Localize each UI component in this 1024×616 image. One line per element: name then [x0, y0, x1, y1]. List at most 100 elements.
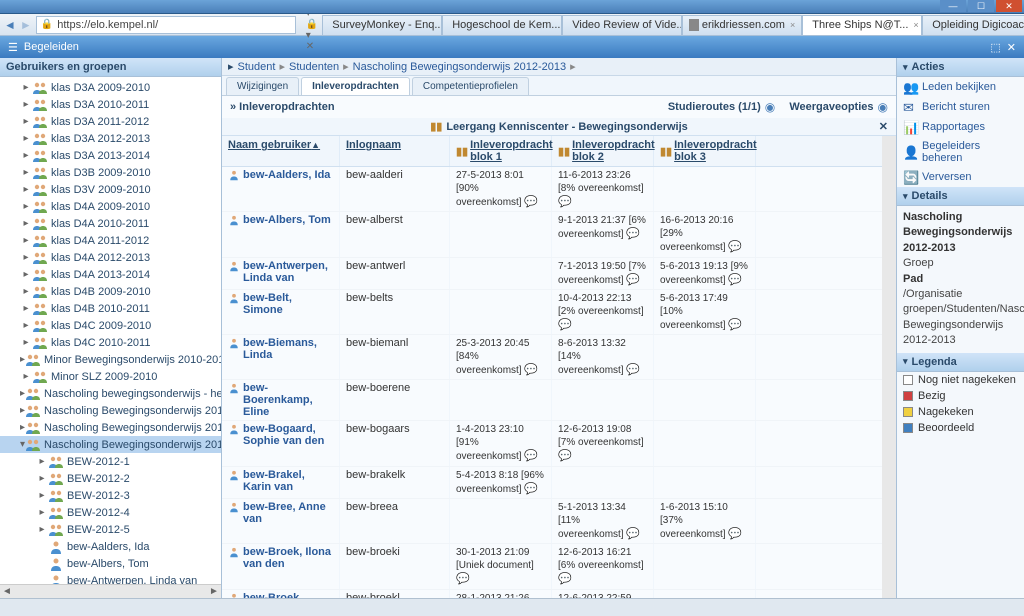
content-tab[interactable]: Wijzigingen [226, 77, 299, 95]
col-header-blok3[interactable]: ▮▮Inleveropdracht blok 3 [654, 136, 756, 166]
tree-expander[interactable]: ▸ [20, 99, 32, 110]
tree-expander[interactable]: ▸ [20, 235, 32, 246]
tree-group-item[interactable]: ▸klas D3B 2009-2010 [0, 164, 221, 181]
group-tree[interactable]: ▸klas D3A 2009-2010▸klas D3A 2010-2011▸k… [0, 77, 221, 584]
tree-expander[interactable]: ▸ [20, 337, 32, 348]
content-tab[interactable]: Inleveropdrachten [301, 77, 410, 95]
details-header[interactable]: ▾Details [897, 187, 1024, 206]
horizontal-scrollbar[interactable]: ◄► [0, 584, 221, 598]
browser-tab[interactable]: Three Ships N@T...× [802, 15, 922, 35]
tree-group-item[interactable]: ▸Nascholing bewegingsonderwijs - herkans… [0, 385, 221, 402]
tree-group-item[interactable]: ▸klas D4A 2011-2012 [0, 232, 221, 249]
tree-expander[interactable]: ▸ [36, 490, 48, 501]
col-header-blok2[interactable]: ▮▮Inleveropdracht blok 2 [552, 136, 654, 166]
breadcrumb-item[interactable]: Student [238, 61, 276, 73]
tab-close-icon[interactable]: × [913, 20, 918, 30]
breadcrumb-item[interactable]: Nascholing Bewegingsonderwijs 2012-2013 [353, 61, 566, 73]
tree-expander[interactable]: ▸ [20, 303, 32, 314]
tree-group-item[interactable]: ▸klas D4B 2009-2010 [0, 283, 221, 300]
user-name-link[interactable]: bew-Bree, Anne van [243, 501, 333, 525]
action-item[interactable]: ✉Bericht sturen [897, 97, 1024, 117]
tree-group-item[interactable]: ▸BEW-2012-4 [0, 504, 221, 521]
tree-group-item[interactable]: ▸BEW-2012-5 [0, 521, 221, 538]
table-row[interactable]: bew-Aalders, Idabew-aalderi27-5-2013 8:0… [222, 167, 882, 212]
tree-group-item[interactable]: ▸BEW-2012-2 [0, 470, 221, 487]
tree-expander[interactable]: ▸ [20, 82, 32, 93]
menu-icon[interactable]: ☰ [8, 41, 18, 54]
tree-group-item[interactable]: ▸BEW-2012-3 [0, 487, 221, 504]
col-header-blok1[interactable]: ▮▮Inleveropdracht blok 1 [450, 136, 552, 166]
user-name-link[interactable]: bew-Broek, Laura van den [243, 592, 333, 598]
table-row[interactable]: bew-Broek, Laura van denbew-broekl28-1-2… [222, 590, 882, 598]
browser-tab[interactable]: erikdriessen.com× [682, 15, 802, 35]
tree-expander[interactable]: ▸ [20, 150, 32, 161]
tree-group-item[interactable]: ▸klas D3A 2012-2013 [0, 130, 221, 147]
action-item[interactable]: 👥Leden bekijken [897, 77, 1024, 97]
user-name-link[interactable]: bew-Antwerpen, Linda van [243, 260, 333, 284]
user-name-link[interactable]: bew-Belt, Simone [243, 292, 333, 316]
comment-icon[interactable]: 💬 [524, 483, 538, 495]
tree-group-item[interactable]: ▸klas D4A 2013-2014 [0, 266, 221, 283]
tree-expander[interactable]: ▸ [20, 167, 32, 178]
browser-tab[interactable]: Opleiding Digicoach...× [922, 15, 1024, 35]
comment-icon[interactable]: 💬 [456, 573, 470, 585]
user-name-link[interactable]: bew-Bogaard, Sophie van den [243, 423, 333, 447]
comment-icon[interactable]: 💬 [626, 274, 640, 286]
tree-group-item[interactable]: ▸klas D4C 2009-2010 [0, 317, 221, 334]
tree-group-item[interactable]: ▸Minor SLZ 2009-2010 [0, 368, 221, 385]
tree-expander[interactable]: ▸ [20, 286, 32, 297]
action-item[interactable]: 📊Rapportages [897, 117, 1024, 137]
comment-icon[interactable]: 💬 [626, 228, 640, 240]
browser-back-button[interactable]: ◄ [4, 16, 16, 34]
comment-icon[interactable]: 💬 [728, 241, 742, 253]
app-new-window-icon[interactable]: ⬚ [990, 41, 1000, 54]
tree-expander[interactable]: ▸ [36, 524, 48, 535]
tree-group-item[interactable]: ▾Nascholing Bewegingsonderwijs 2012-2013 [0, 436, 221, 453]
tree-group-item[interactable]: ▸klas D4B 2010-2011 [0, 300, 221, 317]
table-row[interactable]: bew-Bree, Anne vanbew-breea5-1-2013 13:3… [222, 499, 882, 544]
weergaveopties-icon[interactable]: ◉ [878, 100, 888, 114]
tree-group-item[interactable]: ▸Nascholing Bewegingsonderwijs 2010-2011 [0, 402, 221, 419]
tree-expander[interactable]: ▸ [20, 218, 32, 229]
tree-expander[interactable]: ▸ [36, 473, 48, 484]
tree-expander[interactable]: ▸ [20, 116, 32, 127]
browser-tab[interactable]: SurveyMonkey - Enq...× [322, 15, 442, 35]
tree-user-item[interactable]: bew-Antwerpen, Linda van [0, 572, 221, 584]
tree-group-item[interactable]: ▸klas D3A 2011-2012 [0, 113, 221, 130]
tree-group-item[interactable]: ▸klas D3A 2010-2011 [0, 96, 221, 113]
action-item[interactable]: 🔄Verversen [897, 167, 1024, 187]
acties-header[interactable]: ▾Acties [897, 58, 1024, 77]
studieroutes-label[interactable]: Studieroutes (1/1) [668, 101, 761, 113]
table-row[interactable]: bew-Boerenkamp, Elinebew-boerene [222, 380, 882, 421]
comment-icon[interactable]: 💬 [728, 528, 742, 540]
user-name-link[interactable]: bew-Aalders, Ida [243, 169, 330, 181]
comment-icon[interactable]: 💬 [626, 364, 640, 376]
tree-group-item[interactable]: ▸klas D4A 2010-2011 [0, 215, 221, 232]
tree-group-item[interactable]: ▸klas D4A 2012-2013 [0, 249, 221, 266]
tree-expander[interactable]: ▸ [20, 269, 32, 280]
table-row[interactable]: bew-Albers, Tombew-alberst9-1-2013 21:37… [222, 212, 882, 257]
user-name-link[interactable]: bew-Broek, Ilona van den [243, 546, 333, 570]
legenda-header[interactable]: ▾Legenda [897, 353, 1024, 372]
course-close-icon[interactable]: ✕ [879, 120, 888, 133]
browser-tab[interactable]: Video Review of Vide...× [562, 15, 682, 35]
user-name-link[interactable]: bew-Albers, Tom [243, 214, 331, 226]
weergaveopties-label[interactable]: Weergaveopties [789, 101, 873, 113]
comment-icon[interactable]: 💬 [524, 450, 538, 462]
col-header-login[interactable]: Inlognaam [340, 136, 450, 166]
user-name-link[interactable]: bew-Brakel, Karin van [243, 469, 333, 493]
table-row[interactable]: bew-Bogaard, Sophie van denbew-bogaars1-… [222, 421, 882, 466]
user-name-link[interactable]: bew-Boerenkamp, Eline [243, 382, 333, 418]
tree-expander[interactable]: ▸ [36, 456, 48, 467]
user-name-link[interactable]: bew-Biemans, Linda [243, 337, 333, 361]
tab-close-icon[interactable]: × [790, 20, 795, 30]
content-tab[interactable]: Competentieprofielen [412, 77, 529, 95]
comment-icon[interactable]: 💬 [728, 274, 742, 286]
tree-expander[interactable]: ▸ [20, 133, 32, 144]
tree-expander[interactable]: ▸ [20, 320, 32, 331]
window-maximize-button[interactable]: ☐ [968, 0, 994, 12]
tree-expander[interactable]: ▸ [20, 252, 32, 263]
window-minimize-button[interactable]: — [940, 0, 966, 12]
comment-icon[interactable]: 💬 [728, 319, 742, 331]
comment-icon[interactable]: 💬 [558, 450, 572, 462]
